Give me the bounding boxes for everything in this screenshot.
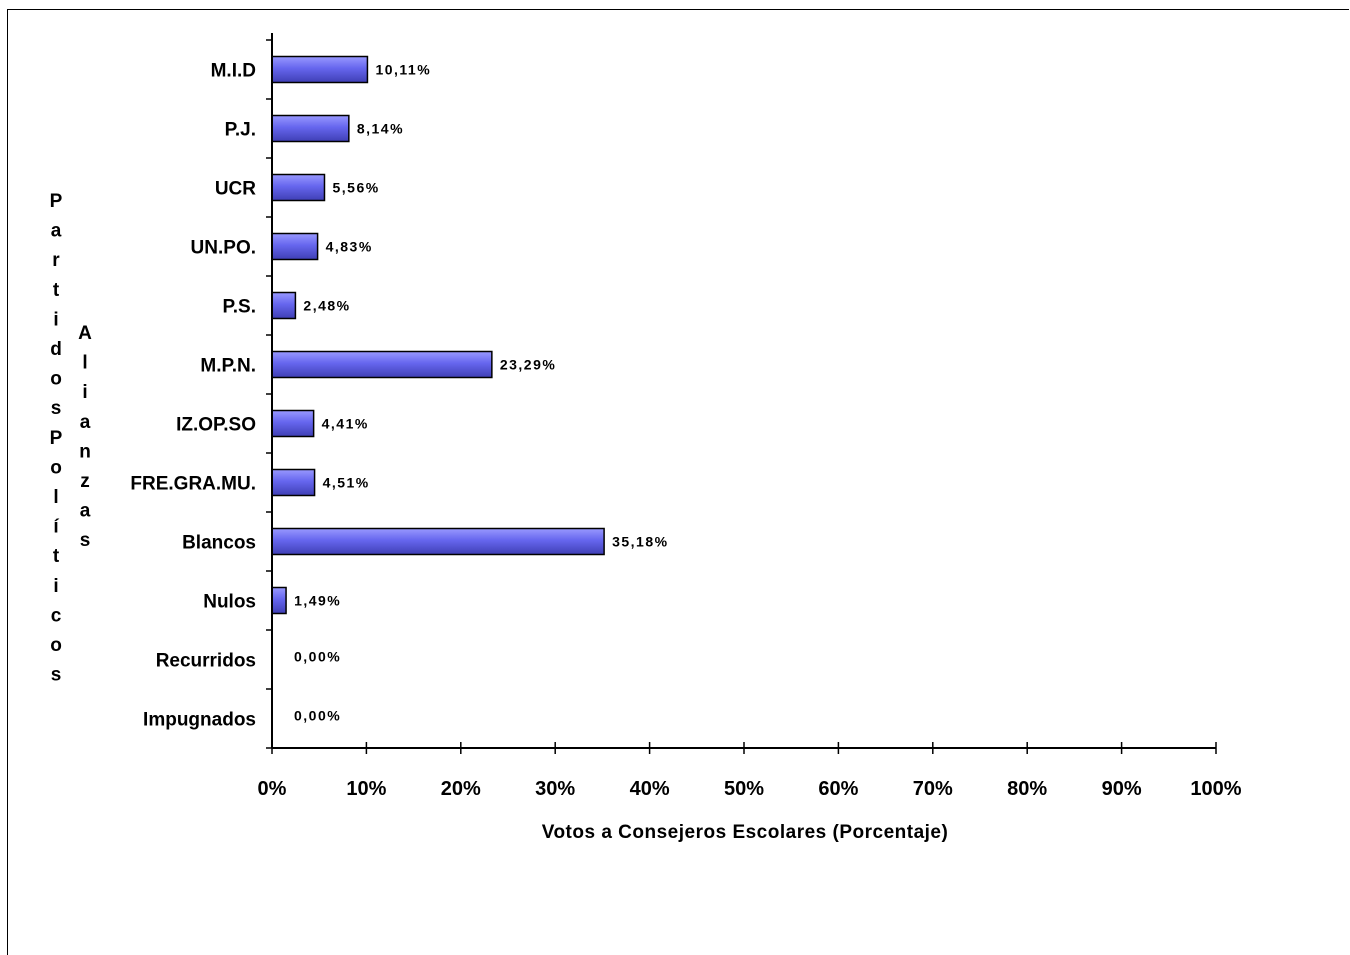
data-label-5: 23,29% [500, 357, 556, 373]
data-label-2: 5,56% [332, 180, 379, 196]
category-label-4: P.S. [223, 297, 256, 318]
axes [266, 33, 1217, 754]
category-label-7: FRE.GRA.MU. [130, 474, 256, 495]
data-label-10: 0,00% [294, 649, 341, 665]
category-label-11: Impugnados [143, 710, 256, 731]
bar-0 [271, 55, 369, 84]
bar-5 [271, 350, 493, 379]
category-label-1: P.J. [225, 120, 256, 141]
x-tick-label-4: 40% [630, 778, 670, 800]
category-label-3: UN.PO. [191, 238, 256, 259]
bar-4 [271, 291, 297, 320]
data-label-4: 2,48% [303, 298, 350, 314]
data-label-7: 4,51% [323, 475, 370, 491]
data-label-9: 1,49% [294, 593, 341, 609]
category-label-6: IZ.OP.SO [176, 415, 256, 436]
data-label-3: 4,83% [326, 239, 373, 255]
bar-7 [271, 468, 316, 497]
chart-frame [7, 9, 1349, 955]
category-label-9: Nulos [203, 592, 256, 613]
x-tick-labels: 0% 10% 20% 30% 40% 50% 60% 70% 80% 90% 100% [258, 778, 1242, 800]
data-label-0: 10,11% [375, 62, 431, 78]
data-label-8: 35,18% [612, 534, 668, 550]
x-tick-label-7: 70% [913, 778, 953, 800]
data-label-1: 8,14% [357, 121, 404, 137]
x-tick-label-9: 90% [1102, 778, 1142, 800]
bar-1 [271, 114, 350, 143]
x-tick-label-10: 100% [1190, 778, 1241, 800]
bar-9 [271, 586, 287, 615]
bar-8 [271, 527, 605, 556]
x-tick-label-3: 30% [535, 778, 575, 800]
category-labels: M.I.D P.J. UCR UN.PO. P.S. M.P.N. IZ.OP.SO FRE.… [130, 61, 256, 731]
x-tick-label-5: 50% [724, 778, 764, 800]
bar-2 [271, 173, 326, 202]
bars [271, 55, 605, 615]
x-tick-label-2: 20% [441, 778, 481, 800]
x-tick-label-8: 80% [1007, 778, 1047, 800]
data-labels: 10,11% 8,14% 5,56% 4,83% 2,48% 23,29% 4,41% 4,5… [294, 62, 668, 724]
data-label-11: 0,00% [294, 708, 341, 724]
category-label-0: M.I.D [211, 61, 256, 82]
category-label-2: UCR [215, 179, 256, 200]
category-label-5: M.P.N. [200, 356, 256, 377]
category-label-8: Blancos [182, 533, 256, 554]
data-label-6: 4,41% [322, 416, 369, 432]
x-tick-label-0: 0% [258, 778, 287, 800]
bar-3 [271, 232, 319, 261]
x-tick-label-6: 60% [818, 778, 858, 800]
bar-6 [271, 409, 315, 438]
category-label-10: Recurridos [156, 651, 256, 672]
x-tick-label-1: 10% [346, 778, 386, 800]
x-axis-title: Votos a Consejeros Escolares (Porcentaje… [542, 822, 949, 843]
